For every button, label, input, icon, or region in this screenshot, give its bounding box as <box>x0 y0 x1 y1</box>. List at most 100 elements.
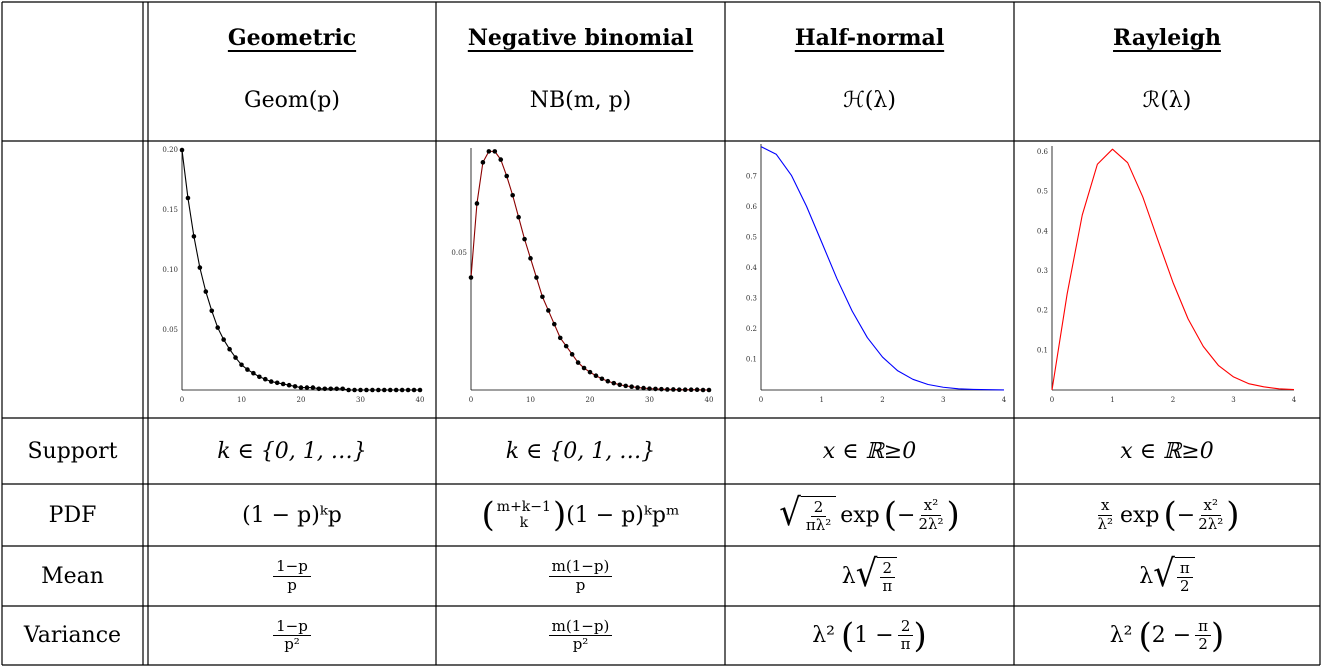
variance-geometric: 1−p p² <box>148 606 436 665</box>
binomial-coefficient: m+k−1 k <box>495 499 553 531</box>
data-point <box>364 387 369 393</box>
data-point <box>310 385 316 390</box>
data-point <box>676 387 682 393</box>
data-point <box>191 234 197 239</box>
x-tick-label: 3 <box>941 396 945 404</box>
pdf-nb-rest: (1 − p)ᵏpᵐ <box>566 502 680 528</box>
data-point <box>492 149 498 154</box>
data-point <box>292 384 298 389</box>
data-point <box>557 335 563 341</box>
x-tick-label: 0 <box>759 396 763 404</box>
notation-rayleigh: ℛ(λ) <box>1142 87 1192 113</box>
data-point <box>516 214 521 220</box>
data-point <box>328 386 334 392</box>
y-tick-label: 0.1 <box>1037 346 1048 354</box>
mean-half-normal: λ √ 2 π <box>725 546 1014 606</box>
data-point <box>510 192 515 198</box>
data-point <box>605 378 611 384</box>
data-point <box>221 337 226 342</box>
notation-negative-binomial: NB(m, p) <box>529 87 632 113</box>
data-point <box>587 369 593 375</box>
y-tick-label: 0.7 <box>746 173 757 181</box>
data-point <box>393 387 399 393</box>
data-point <box>340 386 345 392</box>
x-tick-label: 20 <box>586 396 595 404</box>
data-point <box>534 275 539 280</box>
data-point <box>688 387 694 393</box>
y-tick-label: 0.4 <box>746 264 758 272</box>
data-point <box>569 352 575 357</box>
sqrt-term: √ 2 πλ² <box>779 490 837 535</box>
data-point <box>179 147 185 153</box>
radical-sign: √ <box>779 490 801 535</box>
pdf-negative-binomial: ( m+k−1 k ) (1 − p)ᵏpᵐ <box>436 484 725 546</box>
mean-geometric: 1−p p <box>148 546 436 606</box>
series-line <box>760 146 1005 391</box>
series-line <box>1051 148 1295 391</box>
data-point <box>611 380 617 386</box>
data-point <box>671 387 676 392</box>
y-tick-label: 0.5 <box>1037 188 1048 196</box>
x-tick-label: 2 <box>880 396 884 404</box>
data-point <box>197 265 203 270</box>
pdf-half-normal: √ 2 πλ² exp ( − x² 2λ² ) <box>779 490 960 535</box>
data-point <box>522 236 527 242</box>
data-point <box>504 173 510 179</box>
data-point <box>239 362 244 368</box>
data-point <box>286 382 292 388</box>
x-tick-label: 10 <box>526 396 535 404</box>
y-tick-label: 0.2 <box>1037 307 1048 315</box>
y-tick-label: 0.05 <box>451 249 467 257</box>
data-point <box>665 387 670 392</box>
binom-bottom: k <box>519 515 529 531</box>
data-point <box>185 195 191 201</box>
data-point <box>417 387 423 393</box>
x-tick-label: 4 <box>1292 396 1297 404</box>
y-tick-label: 0.6 <box>746 203 758 211</box>
variance-half-normal: λ² ( 1 − 2 π ) <box>812 615 927 656</box>
x-tick-label: 0 <box>180 396 184 404</box>
y-tick-label: 0.3 <box>1037 267 1048 275</box>
x-tick-label: 40 <box>705 396 714 404</box>
row-label-mean: Mean <box>41 563 104 589</box>
x-tick-label: 4 <box>1002 396 1007 404</box>
data-point <box>682 387 688 393</box>
data-point <box>280 381 286 387</box>
row-label-variance: Variance <box>23 623 122 648</box>
data-point <box>251 370 256 376</box>
data-point <box>268 379 274 384</box>
data-point <box>617 382 623 388</box>
row-label-support: Support <box>27 438 118 464</box>
data-point <box>635 385 640 390</box>
series-line <box>470 150 709 391</box>
data-point <box>486 149 492 154</box>
data-point <box>304 385 310 390</box>
support-half-normal: x ∈ ℝ≥0 <box>822 438 917 464</box>
y-tick-label: 0.4 <box>1037 227 1049 235</box>
x-tick-label: 30 <box>356 396 365 404</box>
notation-half-normal: ℋ(λ) <box>843 87 896 113</box>
y-tick-label: 0.6 <box>1037 148 1049 156</box>
data-point <box>563 343 569 349</box>
data-point <box>528 256 533 261</box>
data-point <box>245 367 250 372</box>
y-tick-label: 0.15 <box>162 206 178 214</box>
y-tick-label: 0.5 <box>746 234 757 242</box>
x-tick-label: 1 <box>1110 396 1114 404</box>
support-geometric: k ∈ {0, 1, …} <box>217 438 367 464</box>
y-tick-label: 0.3 <box>746 295 757 303</box>
mean-rayleigh: λ √ π 2 <box>1014 546 1320 606</box>
data-point <box>546 308 551 313</box>
data-point <box>480 160 486 165</box>
pdf-geometric: (1 − p)ᵏp <box>242 502 342 528</box>
data-point <box>468 275 474 280</box>
data-point <box>215 325 220 330</box>
binom-close-paren: ) <box>552 495 567 535</box>
data-point <box>540 294 545 300</box>
data-point <box>647 386 652 391</box>
data-point <box>694 387 700 393</box>
y-tick-label: 0.20 <box>162 146 178 154</box>
y-tick-label: 0.1 <box>746 356 757 364</box>
